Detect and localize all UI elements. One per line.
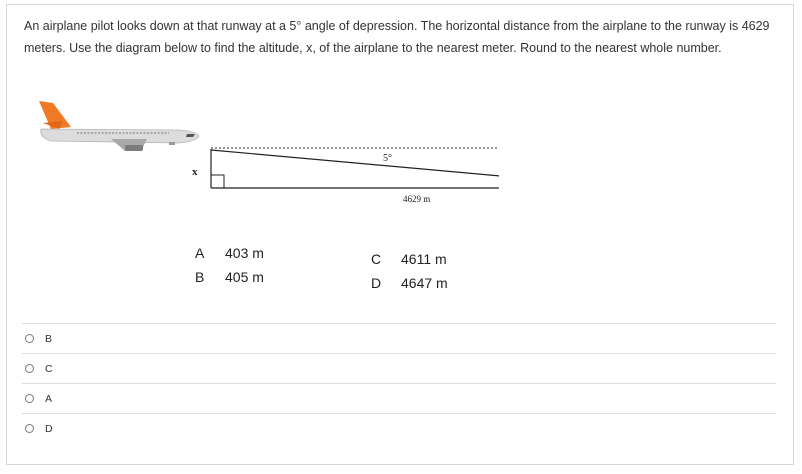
option-label: B	[45, 332, 53, 345]
line-of-sight	[210, 149, 499, 177]
option-b[interactable]: B	[22, 323, 776, 353]
answer-options: B C A D	[22, 323, 776, 443]
airplane-image	[39, 101, 200, 151]
distance-label: 4629 m	[403, 194, 430, 204]
diagram: 5° x 4629 m	[29, 93, 499, 303]
choice-b: B 405 m	[195, 269, 264, 285]
choice-c: C 4611 m	[371, 251, 447, 267]
choice-a: A 403 m	[195, 245, 264, 261]
option-a[interactable]: A	[22, 383, 776, 413]
option-label: A	[45, 392, 53, 405]
airplane-tail	[39, 101, 71, 129]
option-d[interactable]: D	[22, 413, 776, 443]
altitude-label: x	[192, 166, 198, 178]
radio-button[interactable]	[25, 394, 34, 403]
angle-label: 5°	[383, 153, 392, 164]
option-c[interactable]: C	[22, 353, 776, 383]
triangle-diagram: 5° x 4629 m	[192, 147, 499, 204]
radio-button[interactable]	[25, 424, 34, 433]
choices-left-column: A 403 m B 405 m	[195, 241, 355, 289]
diagram-svg: 5° x 4629 m	[39, 101, 499, 204]
question-text: An airplane pilot looks down at that run…	[24, 19, 770, 55]
option-label: C	[45, 362, 53, 375]
question-card: An airplane pilot looks down at that run…	[6, 4, 794, 465]
right-angle-marker	[211, 174, 225, 188]
option-label: D	[45, 422, 53, 435]
choices-right-column: C 4611 m D 4647 m	[371, 247, 531, 295]
choice-d: D 4647 m	[371, 275, 448, 291]
radio-button[interactable]	[25, 334, 34, 343]
radio-button[interactable]	[25, 364, 34, 373]
